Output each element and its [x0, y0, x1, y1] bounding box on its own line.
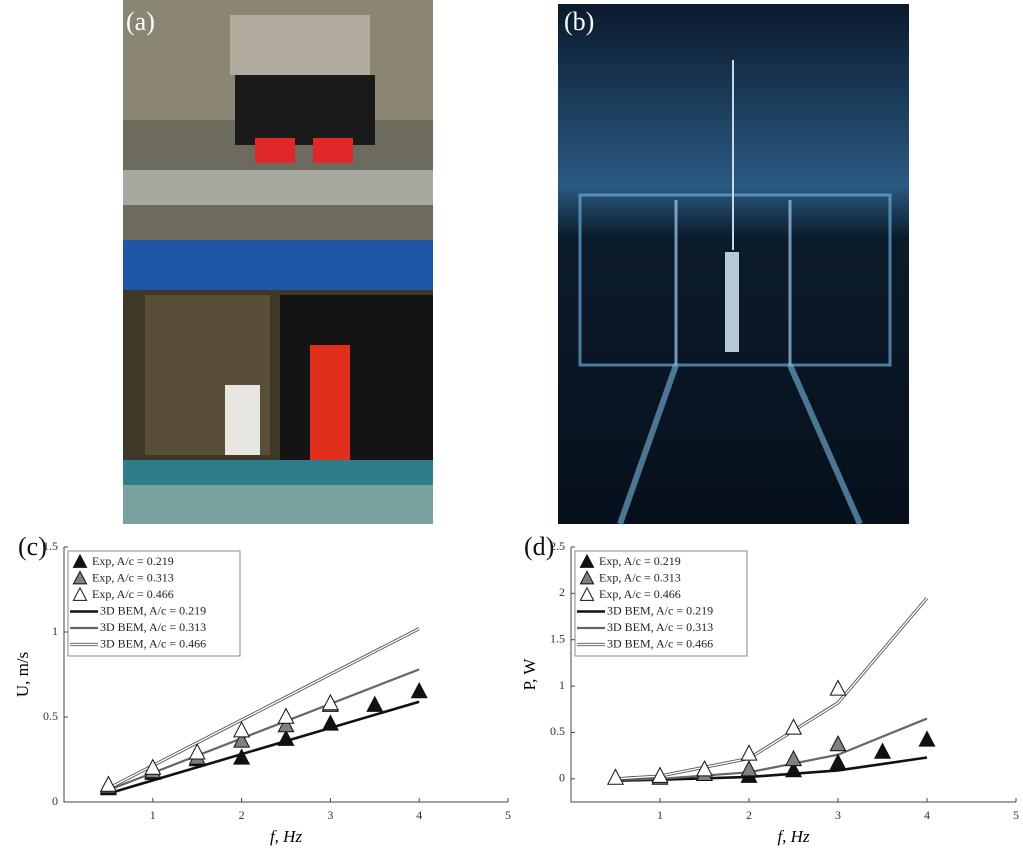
x-tick-label: 5 — [505, 808, 511, 822]
legend-marker — [579, 586, 595, 601]
panel-label: (b) — [564, 7, 594, 36]
legend-label: Exp, A/c = 0.466 — [92, 587, 174, 601]
y-tick-label: 0.5 — [43, 709, 58, 723]
legend-label: Exp, A/c = 0.466 — [599, 587, 681, 601]
legend-label: 3D BEM, A/c = 0.313 — [607, 620, 713, 634]
y-tick-label: 1 — [559, 678, 565, 692]
legend-marker — [72, 570, 88, 585]
data-point — [918, 730, 936, 747]
y-tick-label: 0 — [559, 771, 565, 785]
data-point — [740, 744, 758, 761]
y-tick-label: 0.5 — [550, 724, 565, 738]
data-point — [829, 735, 847, 752]
data-point — [606, 768, 625, 785]
legend-label: 3D BEM, A/c = 0.313 — [100, 620, 206, 634]
legend-label: 3D BEM, A/c = 0.219 — [100, 603, 206, 617]
legend-label: Exp, A/c = 0.313 — [599, 570, 681, 584]
x-tick-label: 5 — [1013, 808, 1019, 822]
data-point — [321, 693, 339, 711]
legend-label: 3D BEM, A/c = 0.466 — [607, 636, 713, 650]
legend-marker — [72, 586, 88, 601]
photo-b: (b) — [558, 4, 909, 526]
chart: (d) 1 2 3 4 5 0 0.5 1 1.5 2 2.5 f, Hz P, W Exp, A/c = … — [520, 532, 1019, 846]
x-tick-label: 3 — [327, 808, 333, 822]
data-point — [277, 716, 295, 733]
data-point — [873, 742, 892, 759]
photo-a: (a) — [123, 0, 433, 524]
chart: (c) 1 2 3 4 5 0 0.5 1 1.5 f, Hz U, m/s Exp, A/c = 0.… — [13, 532, 511, 846]
data-point — [233, 731, 251, 748]
y-tick-label: 1.5 — [550, 631, 565, 645]
x-axis-label: f, Hz — [270, 827, 303, 846]
data-point — [233, 748, 251, 765]
data-point — [410, 682, 428, 699]
data-point — [784, 760, 803, 778]
data-point — [277, 729, 295, 746]
y-tick-label: 2 — [559, 585, 565, 599]
x-tick-label: 1 — [657, 808, 663, 822]
data-point — [740, 760, 758, 777]
legend-label: Exp, A/c = 0.219 — [599, 554, 681, 568]
chart-label: (c) — [18, 532, 47, 561]
data-point — [829, 679, 847, 696]
data-point — [784, 749, 803, 767]
legend-box — [67, 550, 241, 657]
panel-label: (a) — [126, 7, 155, 36]
y-axis-label: P, W — [520, 658, 539, 691]
data-point — [99, 775, 117, 792]
x-tick-label: 2 — [746, 808, 752, 822]
chart-label: (d) — [524, 532, 554, 561]
y-tick-label: 1 — [52, 624, 58, 638]
x-tick-label: 1 — [150, 808, 156, 822]
series-line — [108, 627, 420, 790]
legend-marker — [579, 553, 595, 568]
legend-marker — [72, 553, 88, 568]
data-point — [829, 753, 847, 770]
data-point — [144, 758, 162, 775]
x-tick-label: 4 — [416, 808, 422, 822]
legend-box — [574, 550, 748, 657]
data-point — [651, 766, 669, 783]
legend-marker — [579, 570, 595, 585]
data-point — [784, 718, 803, 735]
data-point — [321, 714, 339, 731]
y-tick-label: 2.5 — [550, 539, 565, 553]
legend-label: Exp, A/c = 0.219 — [92, 554, 174, 568]
data-point — [233, 721, 251, 738]
legend-label: Exp, A/c = 0.313 — [92, 570, 174, 584]
x-tick-label: 4 — [924, 808, 930, 822]
data-point — [277, 707, 295, 724]
x-tick-label: 2 — [239, 808, 245, 822]
y-axis-label: U, m/s — [13, 652, 32, 697]
x-axis-label: f, Hz — [777, 827, 810, 846]
y-tick-label: 1.5 — [43, 539, 58, 553]
legend-label: 3D BEM, A/c = 0.466 — [100, 636, 206, 650]
data-point — [366, 695, 384, 712]
axes — [570, 547, 1016, 803]
legend-label: 3D BEM, A/c = 0.219 — [607, 603, 713, 617]
x-tick-label: 3 — [835, 808, 841, 822]
data-point — [695, 760, 714, 777]
data-point — [188, 743, 206, 760]
y-tick-label: 0 — [52, 794, 58, 808]
series-line — [108, 668, 420, 792]
